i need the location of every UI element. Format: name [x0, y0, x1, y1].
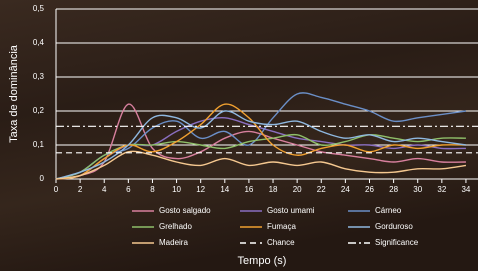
x-tick-label: 12	[196, 185, 205, 194]
legend-label: Gorduroso	[375, 222, 413, 231]
legend-label: Cárneo	[375, 206, 402, 215]
x-tick-label: 32	[437, 185, 446, 194]
y-tick-label: 0,2	[33, 106, 45, 115]
x-tick-label: 34	[461, 185, 470, 194]
x-tick-label: 30	[413, 185, 422, 194]
legend-label: Madeira	[159, 238, 188, 247]
x-tick-label: 20	[293, 185, 302, 194]
x-tick-label: 0	[54, 185, 59, 194]
x-tick-label: 26	[365, 185, 374, 194]
x-tick-label: 4	[102, 185, 107, 194]
y-tick-label: 0,3	[33, 72, 45, 81]
x-tick-label: 14	[220, 185, 229, 194]
x-tick-label: 2	[78, 185, 83, 194]
y-tick-label: 0,4	[33, 38, 45, 47]
x-axis-title: Tempo (s)	[238, 255, 287, 267]
x-tick-label: 16	[244, 185, 253, 194]
legend-label: Significance	[375, 238, 419, 247]
x-tick-label: 10	[172, 185, 181, 194]
x-tick-label: 24	[341, 185, 350, 194]
legend-label: Fumaça	[267, 222, 296, 231]
y-tick-label: 0,1	[33, 140, 45, 149]
legend-label: Chance	[267, 238, 295, 247]
x-tick-label: 6	[126, 185, 131, 194]
legend-label: Gosto salgado	[159, 206, 211, 215]
x-tick-label: 28	[389, 185, 398, 194]
legend-label: Gosto umami	[267, 206, 315, 215]
x-tick-label: 22	[317, 185, 326, 194]
y-tick-label: 0,5	[33, 4, 45, 13]
y-tick-label: 0	[40, 174, 45, 183]
x-tick-label: 18	[269, 185, 278, 194]
chart: Taxa de dominância Tempo (s) 0 0,1 0,2 0,3 0…	[0, 0, 478, 271]
x-tick-label: 8	[150, 185, 155, 194]
y-axis-title: Taxa de dominância	[8, 44, 20, 143]
legend-label: Grelhado	[159, 222, 192, 231]
